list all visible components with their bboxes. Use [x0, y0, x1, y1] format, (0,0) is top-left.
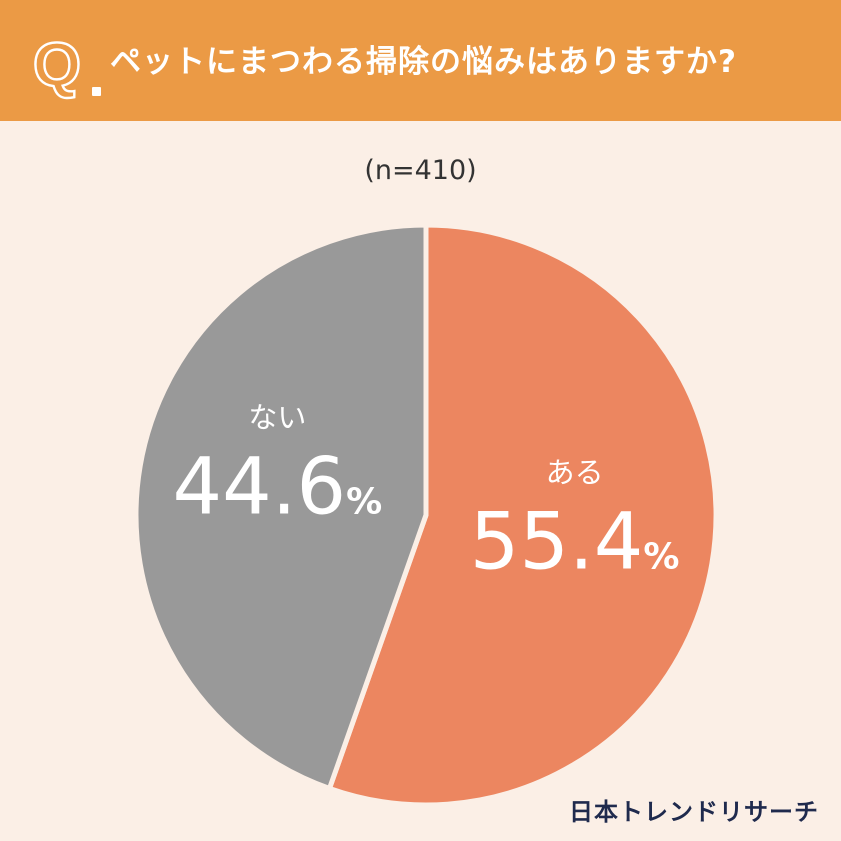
slice-yes-label: ある	[546, 455, 604, 489]
slice-no-label: ない	[248, 401, 306, 435]
slice-no	[133, 222, 429, 791]
q-icon: Q	[32, 30, 83, 100]
question-text: ペットにまつわる掃除の悩みはありますか?	[110, 44, 737, 80]
slice-yes-value: 55.4%	[470, 497, 680, 587]
slice-no-value: 44.6%	[172, 443, 382, 533]
question-header: Q ペットにまつわる掃除の悩みはありますか?	[0, 0, 841, 121]
sample-size: (n=410)	[364, 155, 477, 186]
brand-logo: 日本トレンドリサーチ	[569, 798, 819, 826]
svg-text:Q: Q	[33, 31, 81, 100]
q-dot	[92, 87, 101, 96]
